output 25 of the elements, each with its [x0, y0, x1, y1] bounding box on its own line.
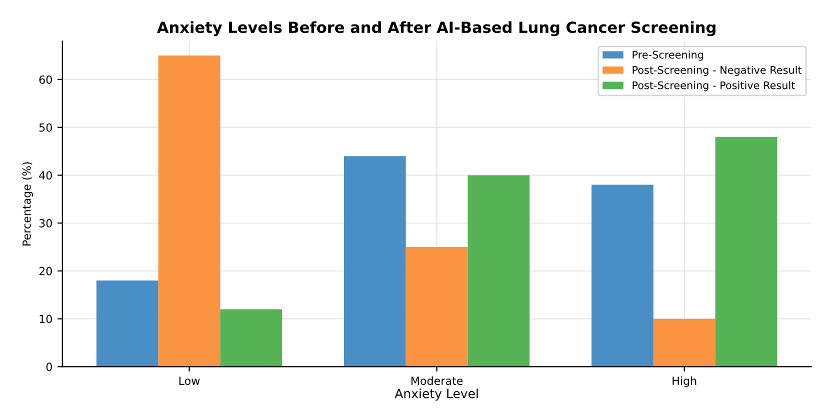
x-tick-label: Low [179, 376, 200, 386]
bar [406, 247, 468, 367]
chart-title: Anxiety Levels Before and After AI-Based Lung Cancer Screening [156, 21, 716, 36]
bar [715, 136, 778, 367]
x-axis-title: Anxiety Level [394, 388, 478, 401]
x-tick-label: High [672, 376, 696, 388]
y-tick-label: 30 [39, 219, 52, 228]
bar [96, 280, 158, 367]
y-tick-label: 10 [40, 314, 52, 324]
x-tick-label: Moderate [411, 376, 463, 386]
legend-label: Pre-Screening [632, 50, 704, 61]
y-tick-label: 40 [39, 171, 52, 180]
y-tick-label: 0 [46, 362, 52, 372]
legend-label: Post-Screening - Positive Result [632, 81, 795, 92]
legend-label: Post-Screening - Negative Result [632, 66, 802, 76]
y-tick-label: 60 [39, 75, 52, 84]
bar [653, 318, 716, 367]
y-tick-label: 20 [39, 266, 52, 276]
bar [158, 56, 220, 367]
bar [344, 156, 406, 367]
bar [468, 175, 530, 367]
bar [592, 184, 654, 367]
y-tick-label: 50 [39, 123, 52, 132]
bar [220, 309, 282, 367]
y-axis-title: Percentage (%) [22, 162, 33, 246]
